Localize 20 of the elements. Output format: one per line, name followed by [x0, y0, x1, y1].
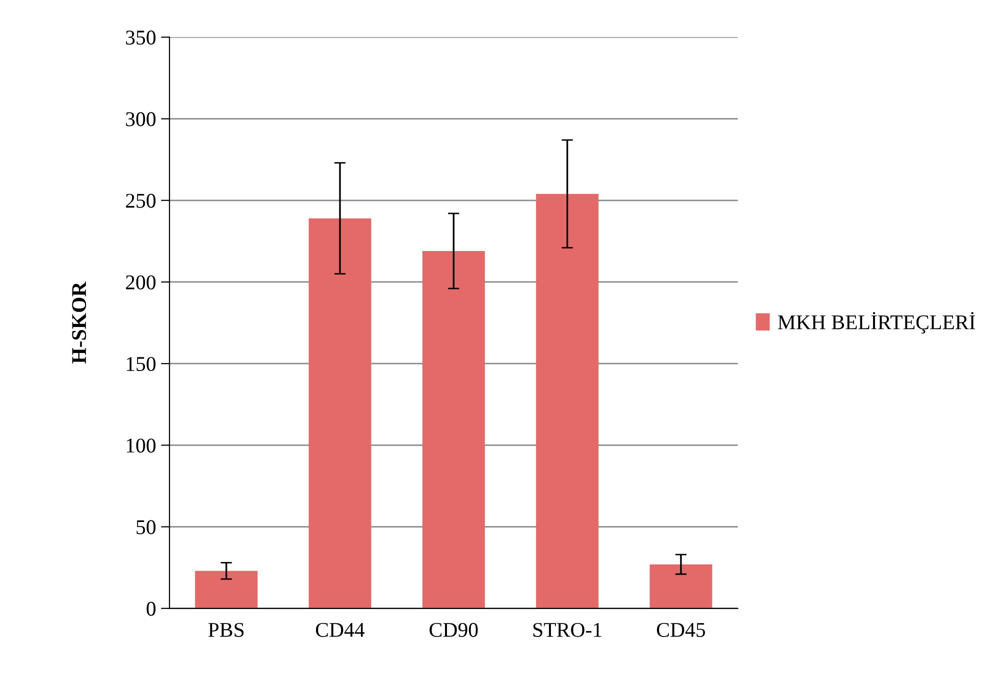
y-tick-label: 50: [136, 520, 156, 534]
legend-label: MKH BELİRTEÇLERİ: [778, 312, 976, 334]
bar: [650, 564, 712, 608]
y-tick-label: 0: [146, 602, 156, 616]
y-tick-label: 100: [126, 438, 156, 453]
x-tick-label: STRO-1: [533, 622, 602, 637]
y-tick-label: 150: [126, 356, 156, 372]
x-tick-label: PBS: [208, 622, 244, 637]
bar: [422, 250, 485, 608]
bar: [195, 570, 258, 608]
y-axis-title: H-SKOR: [72, 282, 86, 364]
bar: [536, 194, 599, 608]
x-tick-label: CD90: [430, 622, 478, 637]
bar: [308, 218, 372, 608]
y-tick-label: 200: [126, 275, 156, 290]
y-tick-label: 250: [126, 194, 156, 208]
y-tick-label: 350: [126, 30, 156, 45]
x-tick-label: CD44: [316, 622, 365, 637]
y-tick-label: 300: [126, 112, 156, 126]
x-tick-label: CD45: [656, 622, 706, 637]
